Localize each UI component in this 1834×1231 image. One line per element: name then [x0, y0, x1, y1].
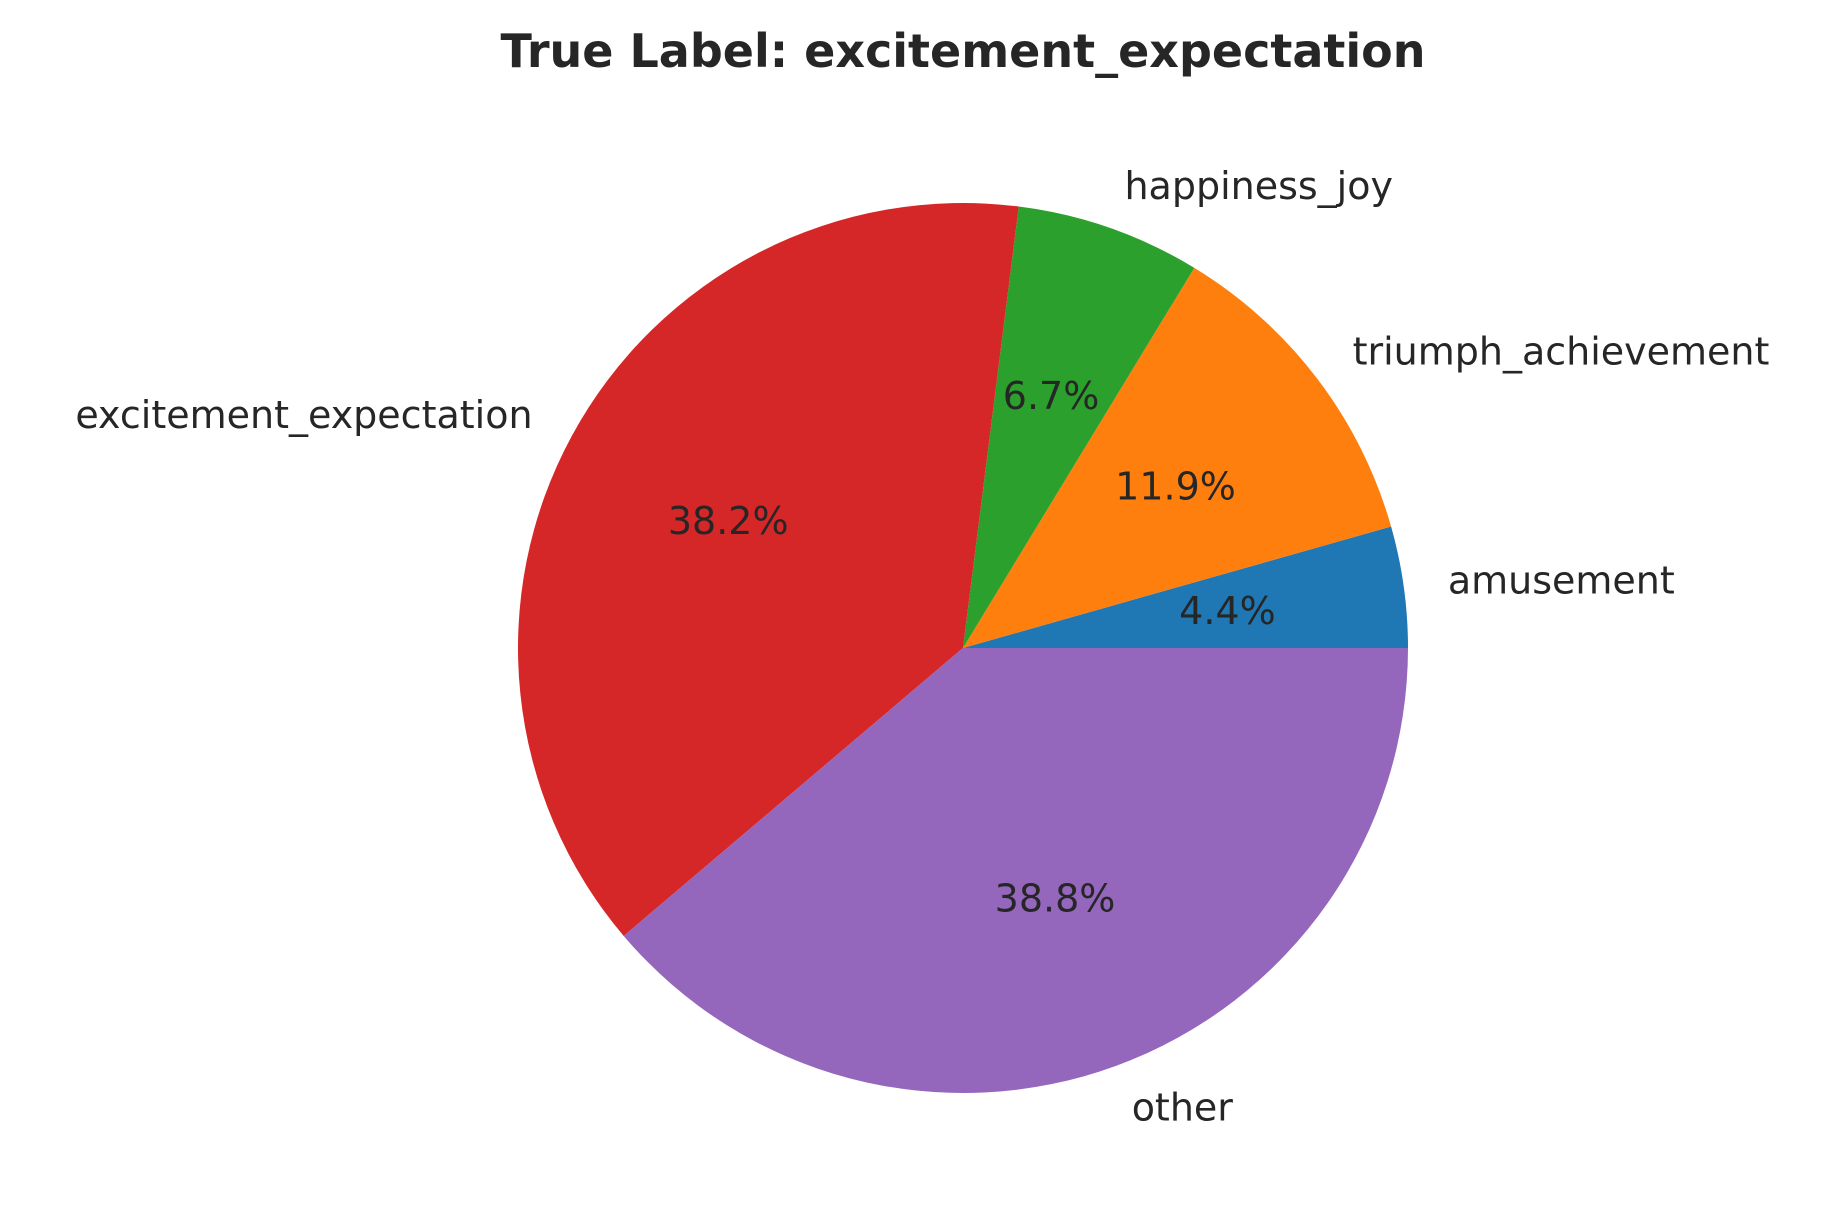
pie-slice-happiness_joy	[963, 206, 1195, 648]
pie-slice-amusement	[963, 526, 1408, 648]
chart-title: True Label: excitement_expectation	[501, 24, 1426, 78]
percent-label-happiness_joy: 6.7%	[1003, 374, 1100, 418]
pie-slice-other	[623, 648, 1408, 1093]
category-label-happiness_joy: happiness_joy	[1124, 164, 1393, 208]
category-label-other: other	[1132, 1086, 1234, 1130]
percent-label-amusement: 4.4%	[1179, 589, 1276, 633]
pie-slices	[517, 203, 1408, 1093]
percent-label-triumph_achievement: 11.9%	[1115, 464, 1236, 508]
category-label-excitement_expectation: excitement_expectation	[75, 393, 532, 437]
percent-label-other: 38.8%	[995, 877, 1116, 921]
category-label-amusement: amusement	[1448, 559, 1675, 603]
pie-slice-triumph_achievement	[963, 267, 1392, 648]
category-label-triumph_achievement: triumph_achievement	[1353, 330, 1770, 374]
category-labels: amusement triumph_achievement happiness_jo…	[75, 164, 1769, 1130]
pie-slice-excitement_expectation	[517, 203, 1019, 936]
percent-label-excitement_expectation: 38.2%	[668, 499, 789, 543]
percent-labels: 4.4% 11.9% 6.7% 38.2% 38.8%	[668, 374, 1276, 921]
